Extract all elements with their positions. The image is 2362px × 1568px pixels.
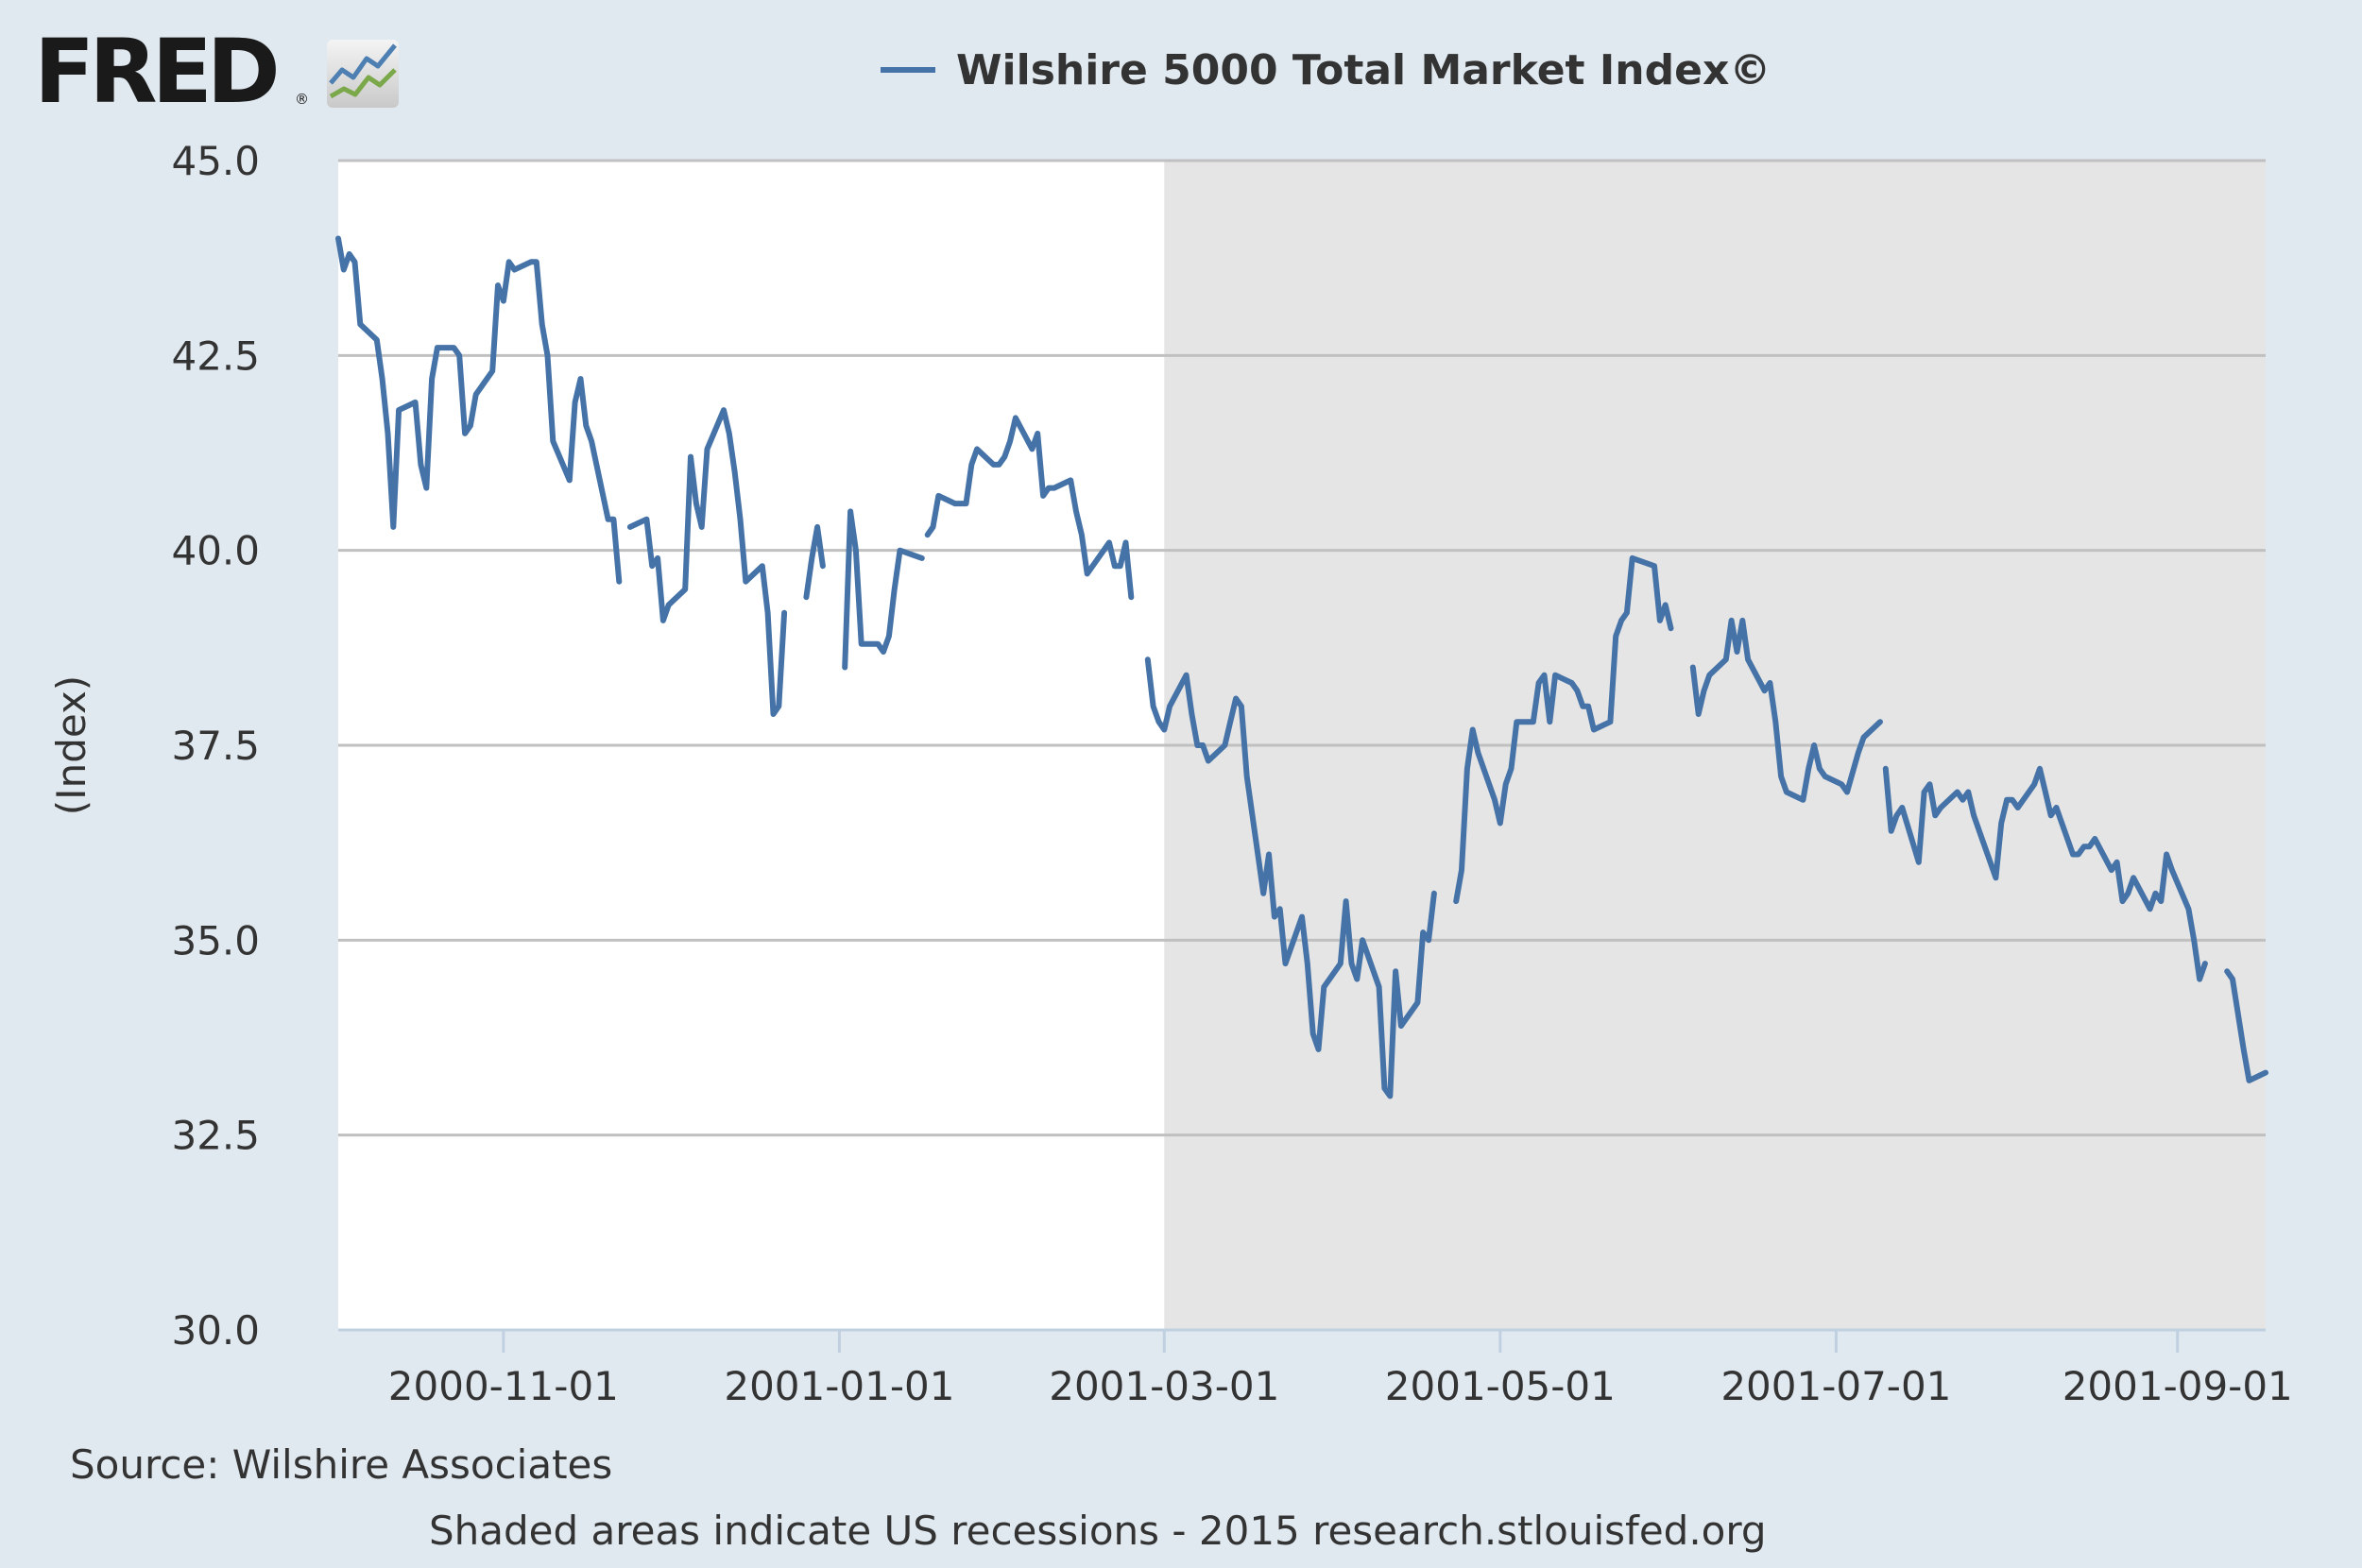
series-line-segment[interactable] [1689, 617, 1883, 803]
x-tick-label: 2001-07-01 [1720, 1363, 1951, 1409]
y-tick-label: 30.0 [171, 1307, 260, 1354]
x-tick-label: 2000-11-01 [388, 1363, 619, 1409]
series-line-segment[interactable] [1144, 656, 1437, 1099]
y-tick-label: 40.0 [171, 528, 260, 574]
x-tick-label: 2001-05-01 [1385, 1363, 1616, 1409]
line-chart-icon [327, 40, 399, 108]
series-line-segment[interactable] [335, 235, 623, 585]
x-axis: 2000-11-01 2001-01-01 2001-03-01 2001-05-01… [338, 1328, 2293, 1409]
y-tick-label: 37.5 [171, 723, 260, 769]
y-tick-label: 45.0 [171, 138, 260, 184]
legend-series-label: Wilshire 5000 Total Market Index© [956, 45, 1772, 94]
source-note: Source: Wilshire Associates [70, 1441, 613, 1488]
series-line-segment[interactable] [1453, 554, 1674, 905]
y-tick-label: 32.5 [171, 1113, 260, 1159]
y-axis-label: (Index) [48, 675, 94, 815]
series-line-segment[interactable] [803, 523, 826, 601]
x-tick-label: 2001-01-01 [724, 1363, 954, 1409]
chart-legend[interactable]: Wilshire 5000 Total Market Index© [881, 42, 1771, 98]
fred-logo[interactable]: FRED [34, 21, 281, 124]
series-line-segment[interactable] [924, 415, 1135, 601]
y-axis: 30.0 32.5 35.0 37.5 40.0 42.5 45.0 [171, 138, 260, 1354]
series-line-segment[interactable] [626, 407, 788, 717]
x-tick-label: 2001-09-01 [2062, 1363, 2293, 1409]
series-line-segment[interactable] [1882, 765, 2208, 982]
registered-mark: ® [295, 91, 309, 108]
legend-series-swatch [881, 67, 935, 73]
series-line-segment[interactable] [2224, 968, 2268, 1083]
x-tick-label: 2001-03-01 [1049, 1363, 1279, 1409]
footer-note[interactable]: Shaded areas indicate US recessions - 20… [429, 1508, 1767, 1554]
series-line-segment[interactable] [842, 508, 925, 671]
series-wilshire-5000[interactable] [335, 235, 2268, 1099]
y-tick-label: 35.0 [171, 917, 260, 963]
y-tick-label: 42.5 [171, 332, 260, 379]
